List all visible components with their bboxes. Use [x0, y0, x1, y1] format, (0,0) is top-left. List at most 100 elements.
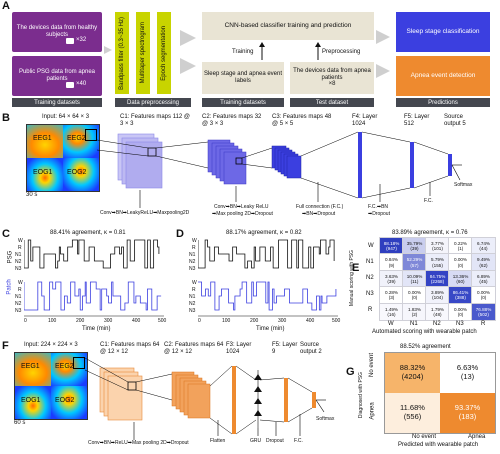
e-row-n1: N1 — [366, 259, 374, 265]
g-cell-0-0: 88.32% (4204) — [385, 353, 440, 393]
f-channel-eog1: EOG1 — [21, 397, 41, 404]
e-cell-percent: 3.89% — [430, 290, 445, 296]
panel-label-b: B — [2, 112, 10, 124]
f-op5-label: F.C. — [294, 438, 303, 444]
bandpass-box: Bandpass filter (0.3~35 Hz) — [115, 12, 129, 94]
devices-apnea-label: The devices data from apnea patients — [293, 67, 371, 81]
b-channel-eog1: EOG1 — [33, 169, 53, 176]
d-stage-n1: N1 — [189, 252, 196, 258]
e-confusion-matrix: 88.18% (947) 35.79% (39) 3.77% (101) 0.22% (1) 6… — [379, 236, 496, 322]
d-xtick-0: 0 — [198, 318, 201, 324]
e-cell-count: (388) — [455, 295, 466, 301]
d-stage-r: R — [192, 245, 196, 251]
e-cell-4-4: 76.88% (502) — [471, 302, 496, 322]
e-cell-0-1: 35.79% (39) — [402, 236, 427, 256]
e-row-n3: N3 — [366, 291, 374, 297]
d-hypnogram — [198, 239, 338, 317]
c-stage-n3-2: N3 — [15, 308, 22, 314]
device-icon-public — [66, 82, 74, 88]
c-psg-hypnogram-line — [24, 239, 160, 269]
e-cell-percent: 3.77% — [430, 240, 445, 246]
f-f5-label: F5: Layer 9 — [272, 342, 298, 356]
cnn-box: CNN-based classifier training and predic… — [202, 12, 374, 40]
f-scale-label: 60 s — [14, 420, 26, 426]
d-xtick-300: 300 — [278, 318, 287, 324]
e-cell-3-1: 0.00% (0) — [402, 286, 427, 305]
b-c2-label: C2: Features maps 32 @ 3 × 3 — [202, 114, 262, 128]
e-cell-percent: 6.74% — [476, 240, 491, 246]
b-op1-label: Conv➡BN➡LeakyReLU➡Maxpooling2D — [100, 210, 190, 216]
g-cell-count: (556) — [403, 412, 422, 421]
e-cell-percent: 0.28% — [384, 290, 399, 296]
panel-label-g: G — [346, 366, 355, 378]
e-cell-1-2: 5.79% (155) — [425, 253, 450, 272]
g-confusion-matrix: 88.32% (4204) 6.63% (13) 11.68% (556) 93.37% (1… — [384, 352, 496, 434]
g-cell-percent: 93.37% — [454, 403, 481, 413]
b-f5-label: F5: Layer 512 — [404, 114, 430, 128]
e-cell-count: (3) — [388, 295, 395, 301]
sleep-class-label: Sleep stage classification — [406, 28, 480, 36]
e-cell-count: (62) — [479, 262, 488, 268]
f-channel-eog2: EOG2 — [55, 397, 75, 404]
f-c2-label: C2: Features maps 64 @ 12 × 12 — [164, 342, 224, 356]
e-cell-0-4: 6.74% (44) — [471, 236, 496, 256]
b-c3-label: C3: Features maps 48 @ 5 × 5 — [272, 114, 332, 128]
d-stage-n2: N2 — [189, 259, 196, 265]
e-cell-percent: 1.79% — [430, 306, 445, 312]
e-cell-count: (39) — [410, 246, 419, 252]
f-spec-tile-4 — [51, 386, 87, 419]
g-cell-count: (4204) — [401, 372, 424, 381]
e-cell-2-2: 84.75% (2268) — [425, 269, 450, 289]
e-cell-percent: 0.84% — [384, 257, 399, 263]
healthy-subjects-label: The devices data from healthy subjects — [16, 25, 98, 38]
c-xtick-200: 200 — [76, 318, 85, 324]
footer-training-datasets-2: Training datasets — [202, 98, 284, 107]
c-stage-n3: N3 — [15, 266, 22, 272]
panel-label-e: E — [352, 262, 360, 274]
d-stage-n1-2: N1 — [189, 294, 196, 300]
c-stage-w-2: W — [18, 280, 23, 286]
footer-predictions: Predictions — [396, 98, 490, 107]
b-input-label: Input: 64 × 64 × 3 — [42, 114, 90, 120]
e-cell-percent: 52.29% — [406, 257, 423, 263]
b-spec-tile-2 — [63, 125, 99, 158]
g-cell-percent: 11.68% — [400, 403, 425, 413]
e-ylabel: Manual scoring with PSG — [349, 249, 356, 307]
f-channel-eeg1: EEG1 — [21, 363, 40, 370]
e-row-w: W — [368, 243, 374, 249]
b-f4-label: F4: Layer 1024 — [352, 114, 378, 128]
e-cell-2-0: 3.63% (39) — [379, 269, 404, 289]
g-xlabel: Predicted with wearable patch — [398, 442, 479, 448]
e-title: 83.89% agreement, κ = 0.76 — [392, 230, 468, 236]
panel-label-d: D — [176, 228, 184, 240]
f-input-label: Input: 224 × 224 × 3 — [24, 342, 78, 348]
devices-apnea-box: The devices data from apnea patients ×8 — [290, 62, 374, 94]
public-psg-box: Public PSG data from apnea patients — [12, 56, 102, 96]
g-row-no-event: No event — [369, 352, 376, 378]
c-stage-n2-2: N2 — [15, 301, 22, 307]
footer-test-dataset: Test dataset — [290, 98, 374, 107]
f-f3-label: F3: Layer 1024 — [226, 342, 252, 356]
sleep-labels-box: Sleep stage and apnea event labels — [202, 62, 284, 94]
e-col-n2: N2 — [433, 321, 441, 327]
e-cell-percent: 35.79% — [406, 240, 423, 246]
b-kernel-box — [85, 129, 97, 141]
sleep-class-box: Sleep stage classification — [396, 12, 490, 52]
e-col-r: R — [481, 321, 486, 327]
e-cell-0-2: 3.77% (101) — [425, 236, 450, 256]
e-cell-count: (2) — [411, 311, 418, 317]
c-xtick-0: 0 — [24, 318, 27, 324]
d-stage-r-2: R — [192, 287, 196, 293]
b-channel-eeg1: EEG1 — [33, 135, 52, 142]
e-cell-3-0: 0.28% (3) — [379, 286, 404, 305]
d-xtick-200: 200 — [250, 318, 259, 324]
g-row-apnea: Apnea — [369, 402, 376, 420]
c-xtick-500: 500 — [158, 318, 167, 324]
c-hypnogram — [24, 239, 164, 317]
e-cell-percent: 76.88% — [475, 306, 492, 312]
c-stage-n1: N1 — [15, 252, 22, 258]
e-cell-percent: 13.36% — [452, 273, 469, 279]
e-cell-percent: 3.63% — [384, 273, 399, 279]
f-kernel-box — [73, 357, 85, 369]
d-xtick-400: 400 — [306, 318, 315, 324]
